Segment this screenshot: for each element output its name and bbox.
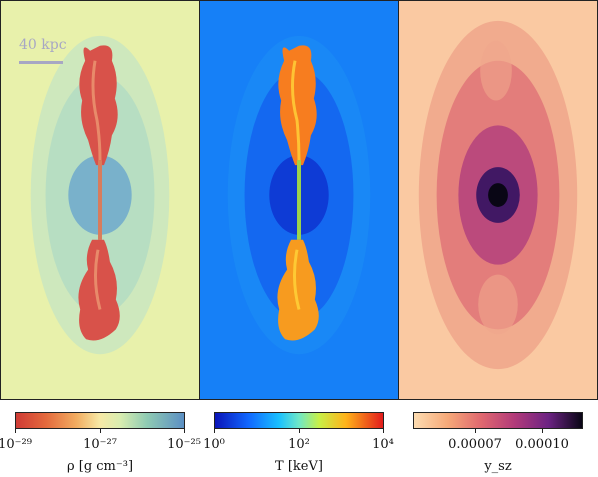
- temperature-image: [200, 1, 398, 399]
- density-tick-label: 10⁻²⁷: [83, 437, 117, 452]
- sz-tick-label: 0.00010: [515, 437, 569, 452]
- temperature-colorbar: [214, 412, 384, 429]
- tick: [100, 429, 101, 433]
- tick: [184, 429, 185, 433]
- temperature-colorbar-label: T [keV]: [275, 459, 323, 474]
- tick: [15, 429, 16, 433]
- sz-tick-label: 0.00007: [448, 437, 502, 452]
- scale-bar-label: 40 kpc: [19, 37, 67, 53]
- scale-bar: [19, 61, 63, 64]
- temperature-tick-label: 10²: [288, 437, 310, 452]
- temperature-tick-label: 10⁴: [372, 437, 394, 452]
- sz-colorbar-label: y_sz: [484, 459, 512, 474]
- temperature-panel: [199, 0, 399, 400]
- sz-image: [399, 1, 597, 399]
- density-panel: 40 kpc: [0, 0, 200, 400]
- sz-panel: [398, 0, 598, 400]
- tick: [299, 429, 300, 433]
- density-tick-label: 10⁻²⁵: [167, 437, 201, 452]
- density-tick-label: 10⁻²⁹: [0, 437, 32, 452]
- tick: [383, 429, 384, 433]
- sz-colorbar: [413, 412, 583, 429]
- density-image: [1, 1, 199, 399]
- tick: [542, 429, 543, 433]
- temperature-tick-label: 10⁰: [203, 437, 225, 452]
- density-colorbar: [15, 412, 185, 429]
- density-colorbar-label: ρ [g cm⁻³]: [66, 459, 134, 474]
- tick: [214, 429, 215, 433]
- tick: [475, 429, 476, 433]
